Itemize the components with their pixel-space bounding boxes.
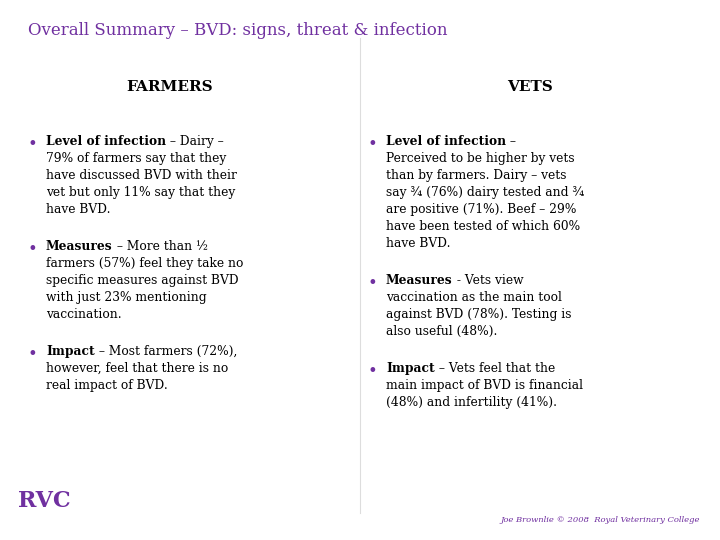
Text: - Vets view: - Vets view <box>453 274 523 287</box>
Text: main impact of BVD is financial: main impact of BVD is financial <box>386 379 583 392</box>
Text: have BVD.: have BVD. <box>386 237 451 250</box>
Text: against BVD (78%). Testing is: against BVD (78%). Testing is <box>386 308 572 321</box>
Text: •: • <box>28 136 37 153</box>
Text: Overall Summary – BVD: signs, threat & infection: Overall Summary – BVD: signs, threat & i… <box>28 22 448 39</box>
Text: Measures: Measures <box>46 240 112 253</box>
Text: Level of infection: Level of infection <box>386 135 506 148</box>
Text: •: • <box>28 346 37 363</box>
Text: VETS: VETS <box>507 80 553 94</box>
Text: Impact: Impact <box>46 345 95 358</box>
Text: – Vets feel that the: – Vets feel that the <box>435 362 555 375</box>
Text: vaccination.: vaccination. <box>46 308 122 321</box>
Text: Level of infection: Level of infection <box>46 135 166 148</box>
Text: vet but only 11% say that they: vet but only 11% say that they <box>46 186 235 199</box>
Text: –: – <box>506 135 516 148</box>
Text: have BVD.: have BVD. <box>46 203 110 216</box>
Text: RVC: RVC <box>18 490 71 512</box>
Text: Perceived to be higher by vets: Perceived to be higher by vets <box>386 152 575 165</box>
Text: Measures: Measures <box>386 274 453 287</box>
Text: – Dairy –: – Dairy – <box>166 135 224 148</box>
Text: Joe Brownlie © 2008  Royal Veterinary College: Joe Brownlie © 2008 Royal Veterinary Col… <box>500 516 700 524</box>
Text: say ¾ (76%) dairy tested and ¾: say ¾ (76%) dairy tested and ¾ <box>386 186 584 199</box>
Text: real impact of BVD.: real impact of BVD. <box>46 379 168 392</box>
Text: than by farmers. Dairy – vets: than by farmers. Dairy – vets <box>386 169 567 182</box>
Text: •: • <box>368 275 378 292</box>
Text: have been tested of which 60%: have been tested of which 60% <box>386 220 580 233</box>
Text: – Most farmers (72%),: – Most farmers (72%), <box>95 345 237 358</box>
Text: specific measures against BVD: specific measures against BVD <box>46 274 238 287</box>
Text: Impact: Impact <box>386 362 435 375</box>
Text: •: • <box>368 136 378 153</box>
Text: FARMERS: FARMERS <box>127 80 213 94</box>
Text: vaccination as the main tool: vaccination as the main tool <box>386 291 562 304</box>
Text: – More than ½: – More than ½ <box>112 240 207 253</box>
Text: •: • <box>28 241 37 258</box>
Text: have discussed BVD with their: have discussed BVD with their <box>46 169 237 182</box>
Text: with just 23% mentioning: with just 23% mentioning <box>46 291 207 304</box>
Text: also useful (48%).: also useful (48%). <box>386 325 498 338</box>
Text: (48%) and infertility (41%).: (48%) and infertility (41%). <box>386 396 557 409</box>
Text: 79% of farmers say that they: 79% of farmers say that they <box>46 152 226 165</box>
Text: however, feel that there is no: however, feel that there is no <box>46 362 228 375</box>
Text: farmers (57%) feel they take no: farmers (57%) feel they take no <box>46 257 243 270</box>
Text: are positive (71%). Beef – 29%: are positive (71%). Beef – 29% <box>386 203 577 216</box>
Text: •: • <box>368 363 378 380</box>
